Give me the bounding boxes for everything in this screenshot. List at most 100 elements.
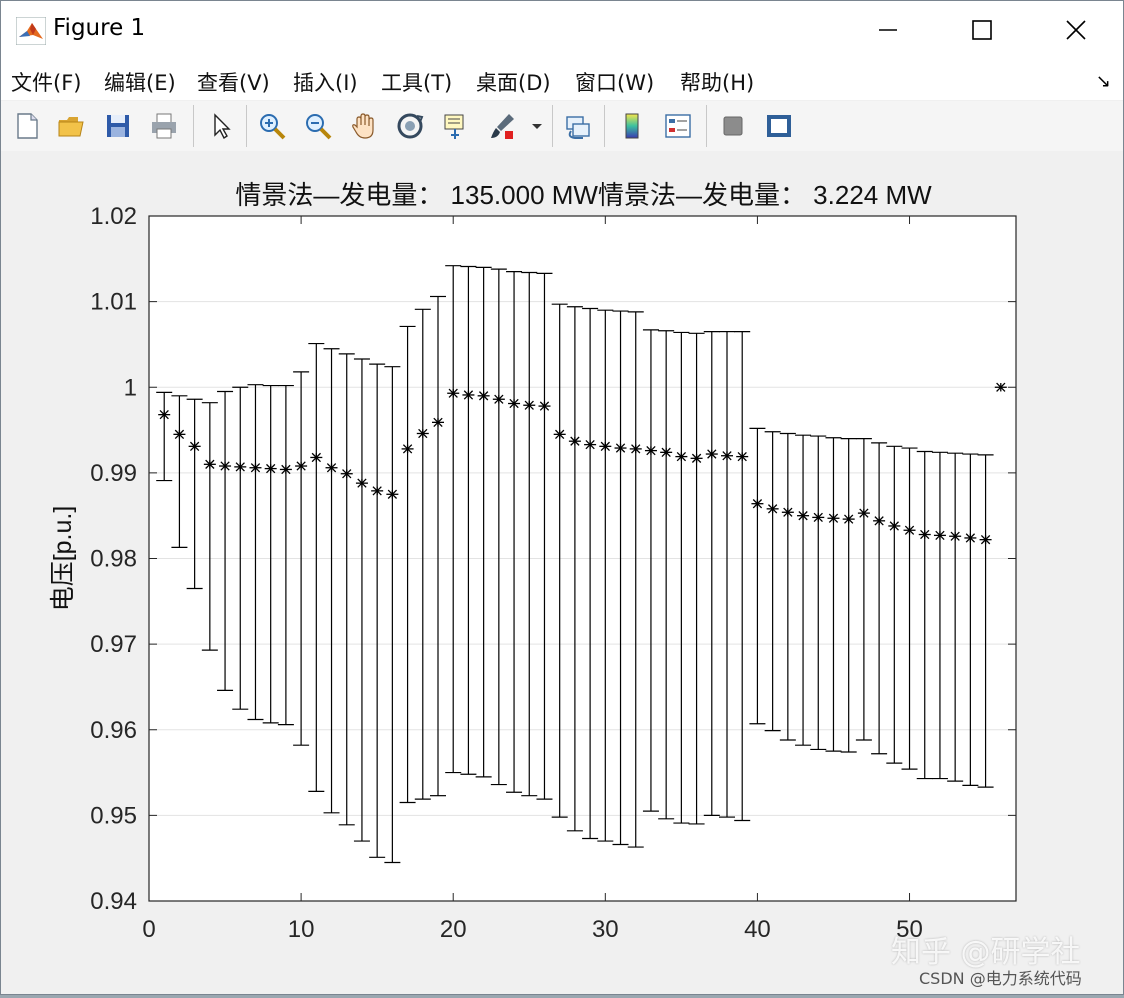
error-bar [673,331,690,824]
error-bar [308,342,325,793]
data-point-marker [721,451,733,461]
error-bar [399,325,416,804]
brush-button[interactable] [484,108,520,144]
data-point-marker [279,464,292,475]
link-plot-icon [566,116,590,139]
data-cursor-button[interactable] [438,108,474,144]
data-point-marker [203,459,216,469]
error-bar [384,366,401,864]
close-button[interactable] [1053,9,1099,51]
y-tick-label: 0.97 [90,631,137,658]
error-bar [186,398,203,590]
x-tick-label: 20 [440,916,467,943]
error-bar [612,310,629,846]
x-tick-label: 0 [142,916,155,943]
error-bar [445,265,462,774]
hide-plot-tools-button[interactable] [715,108,751,144]
hide-plot-tools-icon [723,116,743,136]
menu-tools[interactable]: 工具(T) [381,71,453,95]
print-button[interactable] [146,108,182,144]
minimize-button[interactable] [865,9,911,51]
error-bars [156,265,994,864]
error-bar [703,330,720,816]
toolbar [1,101,1123,152]
menu-file[interactable]: 文件(F) [11,71,82,95]
error-bar [597,309,614,842]
data-markers [158,382,1007,545]
data-point-marker [979,535,992,545]
show-plot-tools-button[interactable] [761,108,797,144]
title-bar[interactable]: Figure 1 [1,1,1123,59]
csdn-watermark: CSDN @电力系统代码 [919,969,1082,988]
data-point-marker [462,390,475,400]
chevron-down-icon [532,124,542,129]
rotate-3d-button[interactable] [392,108,428,144]
errorbar-plot[interactable]: 0.94 0.95 0.96 0.97 0.98 0.99 1 1.01 1.02 0 10 20 30… [1,151,1123,994]
data-cursor-icon [444,114,464,139]
menu-window[interactable]: 窗口(W) [575,71,655,95]
error-bar [688,332,705,825]
zoom-in-button[interactable] [254,108,290,144]
data-point-marker [447,388,460,398]
x-tick-label: 50 [896,916,923,943]
data-point-marker [386,489,399,499]
error-bar [901,447,918,770]
new-figure-button[interactable] [9,108,45,144]
x-tick-label: 30 [592,916,619,943]
data-point-marker [827,513,840,523]
pan-button[interactable] [346,108,382,144]
menu-view[interactable]: 查看(V) [197,71,270,95]
edit-plot-button[interactable] [203,108,239,144]
data-point-marker [416,428,429,439]
y-tick-label: 0.95 [90,802,137,829]
error-bar [886,445,903,764]
error-bar [734,330,751,822]
data-point-marker [644,445,657,456]
pointer-icon [214,113,231,140]
data-point-marker [584,439,597,450]
data-point-marker [949,531,962,541]
zoom-in-icon [260,114,286,140]
undock-arrow-icon[interactable]: ↘ [1095,71,1111,92]
error-bar [840,438,857,753]
data-point-marker [264,463,277,474]
error-bar [582,307,599,840]
data-point-marker [797,511,810,521]
menu-insert[interactable]: 插入(I) [293,71,358,95]
data-point-marker [523,400,536,410]
brush-dropdown-button[interactable] [525,108,549,144]
link-plot-button[interactable] [560,108,596,144]
error-bar [323,348,340,814]
save-button[interactable] [100,108,136,144]
zoom-out-button[interactable] [300,108,336,144]
maximize-icon [972,20,992,40]
horizontal-grid [149,301,1016,816]
error-bar [353,358,370,842]
data-point-marker [873,516,886,526]
insert-colorbar-button[interactable] [614,108,650,144]
y-tick-label: 1.01 [90,289,137,316]
data-point-marker [173,429,186,440]
error-bar [460,265,477,775]
error-bar [293,371,310,746]
data-point-marker [249,463,262,473]
error-bar [642,329,659,812]
open-file-button[interactable] [53,108,89,144]
y-axis-label: 电压[p.u.] [49,506,77,612]
menu-help[interactable]: 帮助(H) [680,71,755,95]
zoom-out-icon [306,114,332,140]
data-point-marker [401,444,414,454]
error-bar [201,402,218,651]
data-point-marker [568,436,581,446]
menu-edit[interactable]: 编辑(E) [104,71,176,95]
pan-hand-icon [352,113,374,139]
error-bar [825,437,842,752]
data-point-marker [766,504,779,514]
maximize-button[interactable] [959,9,1005,51]
menu-desktop[interactable]: 桌面(D) [476,71,551,95]
error-bar [810,435,827,751]
y-tick-label: 1.02 [90,203,137,230]
insert-legend-button[interactable] [660,108,696,144]
plot-title: 情景法—发电量： 135.000 MW情景法—发电量： 3.224 MW [235,180,932,210]
data-point-marker [690,453,703,463]
